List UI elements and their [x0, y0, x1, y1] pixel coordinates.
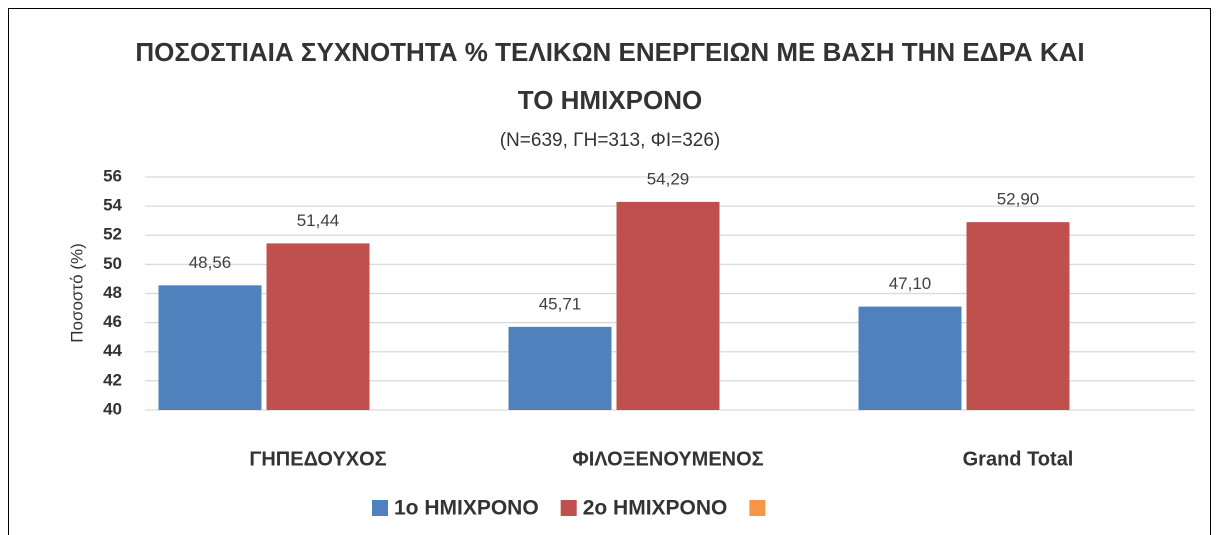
y-axis-label: Ποσοστό (%) — [67, 243, 86, 343]
value-label: 52,90 — [997, 190, 1040, 209]
chart-border — [8, 8, 1211, 535]
value-label: 47,10 — [889, 274, 932, 293]
legend-swatch — [560, 500, 577, 516]
bar — [616, 201, 720, 410]
bar — [858, 306, 962, 410]
x-tick-label: ΦΙΛΟΞΕΝΟΥΜΕΝΟΣ — [572, 448, 763, 470]
y-tick-label: 50 — [103, 254, 122, 273]
x-tick-label: Grand Total — [963, 448, 1074, 470]
legend-label: 1ο ΗΜΙΧΡΟΝΟ — [394, 497, 539, 520]
bar — [508, 326, 612, 410]
y-tick-label: 40 — [103, 399, 122, 418]
legend-swatch — [749, 500, 766, 516]
y-tick-label: 48 — [103, 283, 122, 302]
value-label: 48,56 — [189, 253, 232, 272]
y-tick-label: 46 — [103, 312, 122, 331]
y-tick-label: 42 — [103, 370, 122, 389]
x-tick-label: ΓΗΠΕΔΟΥΧΟΣ — [249, 448, 386, 470]
bar — [158, 285, 262, 410]
legend-label: 2ο ΗΜΙΧΡΟΝΟ — [583, 497, 728, 520]
bar — [966, 222, 1070, 410]
y-tick-label: 54 — [103, 196, 122, 215]
y-tick-label: 52 — [103, 225, 122, 244]
value-label: 51,44 — [297, 211, 340, 230]
y-tick-label: 44 — [103, 341, 122, 360]
legend-swatch — [372, 500, 388, 516]
y-tick-label: 56 — [103, 166, 122, 185]
value-label: 54,29 — [647, 169, 690, 188]
chart-subtitle: (N=639, ΓΗ=313, ΦΙ=326) — [500, 130, 721, 151]
bar — [266, 243, 370, 410]
value-label: 45,71 — [539, 294, 582, 313]
chart-title: ΠΟΣΟΣΤΙΑΙΑ ΣΥΧΝΟΤΗΤΑ % ΤΕΛΙΚΩΝ ΕΝΕΡΓΕΙΩΝ… — [135, 37, 1085, 115]
